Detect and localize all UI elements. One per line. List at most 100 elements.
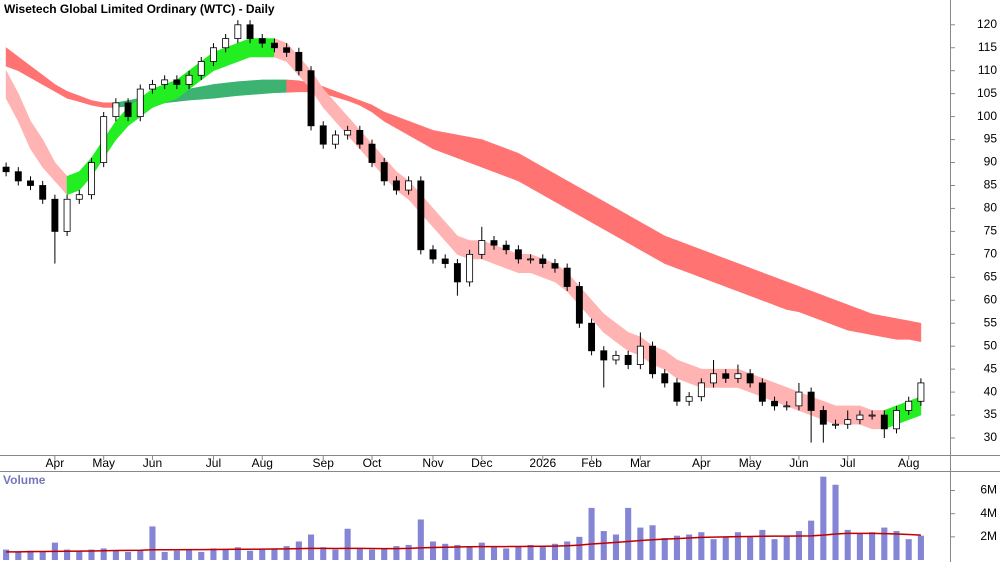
volume-bar bbox=[686, 534, 693, 560]
band-segment bbox=[493, 143, 507, 177]
volume-bar bbox=[637, 527, 644, 560]
band-segment bbox=[249, 79, 263, 95]
candle-body bbox=[771, 400, 778, 407]
x-tick-label: Apr bbox=[46, 456, 65, 470]
volume-bar bbox=[515, 546, 522, 560]
candle-body bbox=[490, 240, 498, 246]
candle-body bbox=[539, 258, 547, 264]
y-tick-label: 55 bbox=[984, 315, 998, 329]
candle-body bbox=[673, 382, 681, 402]
candle-body bbox=[63, 198, 71, 232]
y-tick-label: 60 bbox=[984, 292, 998, 306]
candle-body bbox=[149, 84, 156, 90]
y-tick-label: 35 bbox=[984, 407, 998, 421]
band-segment bbox=[737, 263, 751, 297]
band-segment bbox=[786, 281, 800, 313]
x-tick-label: 2026 bbox=[529, 456, 556, 470]
candle-body bbox=[868, 414, 876, 417]
volume-bar bbox=[64, 549, 71, 560]
candle-body bbox=[697, 382, 705, 398]
volume-bar bbox=[673, 535, 681, 560]
band-segment bbox=[200, 84, 214, 100]
volume-bar bbox=[551, 543, 559, 560]
band-segment bbox=[847, 304, 861, 333]
volume-bar bbox=[539, 546, 546, 560]
volume-bar bbox=[734, 532, 741, 560]
y-tick-label: 100 bbox=[977, 109, 997, 123]
candle-body bbox=[502, 244, 510, 251]
volume-bar bbox=[600, 531, 607, 560]
x-tick-label: Feb bbox=[581, 456, 602, 470]
volume-average-line bbox=[6, 532, 921, 553]
candle-body bbox=[807, 391, 815, 411]
band-segment bbox=[261, 79, 275, 94]
volume-bar bbox=[393, 546, 400, 560]
y-tick-label: 30 bbox=[984, 430, 998, 444]
candle-body bbox=[331, 134, 339, 145]
candle-body bbox=[392, 180, 400, 191]
volume-bar bbox=[710, 539, 717, 560]
candle-body bbox=[258, 38, 266, 44]
candle-body bbox=[685, 396, 693, 402]
volume-bar bbox=[222, 549, 229, 560]
volume-bar bbox=[649, 525, 656, 560]
y-tick-label: 6M bbox=[980, 483, 997, 497]
candle-body bbox=[783, 405, 791, 408]
y-tick-label: 105 bbox=[977, 86, 997, 100]
candle-body bbox=[575, 286, 583, 324]
volume-bar bbox=[490, 547, 498, 560]
volume-bar bbox=[234, 547, 241, 560]
candle-body bbox=[905, 400, 913, 411]
volume-bar bbox=[478, 542, 485, 560]
volume-bar bbox=[88, 549, 95, 560]
y-tick-label: 70 bbox=[984, 247, 998, 261]
volume-bar bbox=[820, 476, 827, 560]
y-tick-label: 4M bbox=[980, 506, 997, 520]
volume-bar bbox=[76, 550, 83, 560]
volume-bar bbox=[429, 541, 437, 560]
x-tick-label: Aug bbox=[898, 456, 919, 470]
y-tick-label: 50 bbox=[984, 338, 998, 352]
band-segment bbox=[274, 79, 287, 94]
volume-title: Volume bbox=[3, 473, 46, 487]
candle-body bbox=[636, 345, 644, 365]
volume-bar bbox=[747, 536, 754, 560]
volume-bar bbox=[905, 539, 912, 560]
candle-body bbox=[649, 345, 657, 375]
volume-bar bbox=[808, 520, 815, 560]
volume-bar bbox=[210, 548, 217, 560]
volume-bar bbox=[381, 548, 388, 560]
candle-body bbox=[270, 42, 278, 49]
x-tick-label: Jul bbox=[206, 456, 221, 470]
band-segment bbox=[505, 148, 519, 182]
candle-body bbox=[746, 373, 754, 384]
volume-bar bbox=[856, 533, 863, 560]
candle-body bbox=[356, 129, 364, 145]
candle-body bbox=[14, 171, 22, 182]
y-tick-label: 110 bbox=[978, 63, 997, 77]
volume-bar bbox=[869, 532, 876, 560]
candle-body bbox=[344, 129, 352, 136]
volume-bar bbox=[612, 534, 620, 560]
candle-body bbox=[161, 79, 169, 85]
band-segment bbox=[237, 80, 251, 96]
volume-bar bbox=[661, 538, 668, 560]
candle-body bbox=[307, 70, 315, 127]
chart-title: Wisetech Global Limited Ordinary (WTC) -… bbox=[4, 2, 275, 16]
candle-body bbox=[405, 180, 413, 191]
x-tick-label: Nov bbox=[422, 456, 443, 470]
volume-bar bbox=[307, 534, 315, 560]
candle-body bbox=[661, 373, 669, 384]
volume-bar bbox=[39, 551, 46, 560]
volume-bar bbox=[527, 544, 534, 560]
volume-bar bbox=[503, 548, 510, 560]
candle-body bbox=[856, 414, 864, 421]
band-segment bbox=[884, 315, 897, 340]
volume-bar bbox=[795, 531, 802, 560]
volume-bar bbox=[576, 536, 583, 560]
band-segment bbox=[871, 313, 885, 338]
candle-body bbox=[27, 180, 34, 186]
volume-bar bbox=[466, 546, 473, 560]
